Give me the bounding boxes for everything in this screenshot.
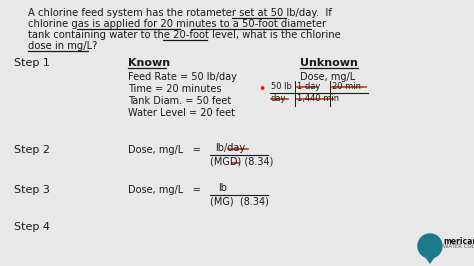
Text: Known: Known [128, 58, 170, 68]
Text: (MGD) (8.34): (MGD) (8.34) [210, 157, 273, 167]
Text: Tank Diam. = 50 feet: Tank Diam. = 50 feet [128, 96, 231, 106]
Text: WATER COLLEGE: WATER COLLEGE [443, 244, 474, 249]
Text: Unknown: Unknown [300, 58, 358, 68]
Text: Step 1: Step 1 [14, 58, 50, 68]
Text: •: • [258, 83, 265, 96]
Text: Dose, mg/L   =: Dose, mg/L = [128, 185, 201, 195]
Text: (MG)  (8.34): (MG) (8.34) [210, 197, 269, 207]
Text: 20 min: 20 min [332, 82, 361, 91]
Text: day: day [271, 94, 286, 103]
Circle shape [418, 234, 442, 258]
Text: Step 3: Step 3 [14, 185, 50, 195]
Text: Step 4: Step 4 [14, 222, 50, 232]
Text: 1 day: 1 day [297, 82, 320, 91]
Text: Time = 20 minutes: Time = 20 minutes [128, 84, 221, 94]
Text: 1,440 min: 1,440 min [297, 94, 339, 103]
Text: chlorine gas is applied for 20 minutes to a 50-foot diameter: chlorine gas is applied for 20 minutes t… [28, 19, 326, 29]
Text: Dose, mg/L   =: Dose, mg/L = [128, 145, 201, 155]
Text: Water Level = 20 feet: Water Level = 20 feet [128, 108, 235, 118]
Polygon shape [423, 254, 437, 264]
Text: tank containing water to the 20-foot level, what is the chlorine: tank containing water to the 20-foot lev… [28, 30, 341, 40]
Text: Step 2: Step 2 [14, 145, 50, 155]
Text: dose in mg/L?: dose in mg/L? [28, 41, 97, 51]
Text: 50 lb: 50 lb [271, 82, 292, 91]
Text: Dose, mg/L: Dose, mg/L [300, 72, 355, 82]
Text: merican: merican [443, 237, 474, 246]
Text: lb/day: lb/day [215, 143, 245, 153]
Text: lb: lb [218, 183, 227, 193]
Text: Feed Rate = 50 lb/day: Feed Rate = 50 lb/day [128, 72, 237, 82]
Text: A chlorine feed system has the rotameter set at 50 lb/day.  If: A chlorine feed system has the rotameter… [28, 8, 332, 18]
Text: A: A [425, 239, 435, 252]
